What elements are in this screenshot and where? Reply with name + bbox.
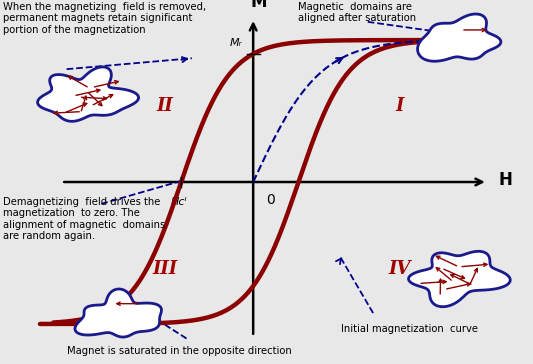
Text: 0: 0 <box>266 193 275 207</box>
Text: Hᴄᴵ: Hᴄᴵ <box>170 197 187 206</box>
Text: Magnetic  domains are
aligned after saturation: Magnetic domains are aligned after satur… <box>298 2 417 23</box>
Text: I: I <box>395 96 404 115</box>
Polygon shape <box>408 251 510 307</box>
Polygon shape <box>38 67 139 121</box>
Polygon shape <box>75 289 161 337</box>
Polygon shape <box>417 14 501 61</box>
Text: M: M <box>251 0 266 11</box>
Text: II: II <box>157 96 174 115</box>
Text: III: III <box>152 260 178 278</box>
Text: Magnet is saturated in the opposite direction: Magnet is saturated in the opposite dire… <box>67 346 292 356</box>
Text: When the magnetizing  field is removed,
permanent magnets retain significant
por: When the magnetizing field is removed, p… <box>3 2 206 35</box>
Text: H: H <box>498 171 512 189</box>
Text: IV: IV <box>389 260 411 278</box>
Text: Mᵣ: Mᵣ <box>230 39 243 48</box>
Text: Demagnetizing  field drives the
magnetization  to zero. The
alignment of magneti: Demagnetizing field drives the magnetiza… <box>3 197 165 241</box>
Text: Initial magnetization  curve: Initial magnetization curve <box>341 324 478 334</box>
